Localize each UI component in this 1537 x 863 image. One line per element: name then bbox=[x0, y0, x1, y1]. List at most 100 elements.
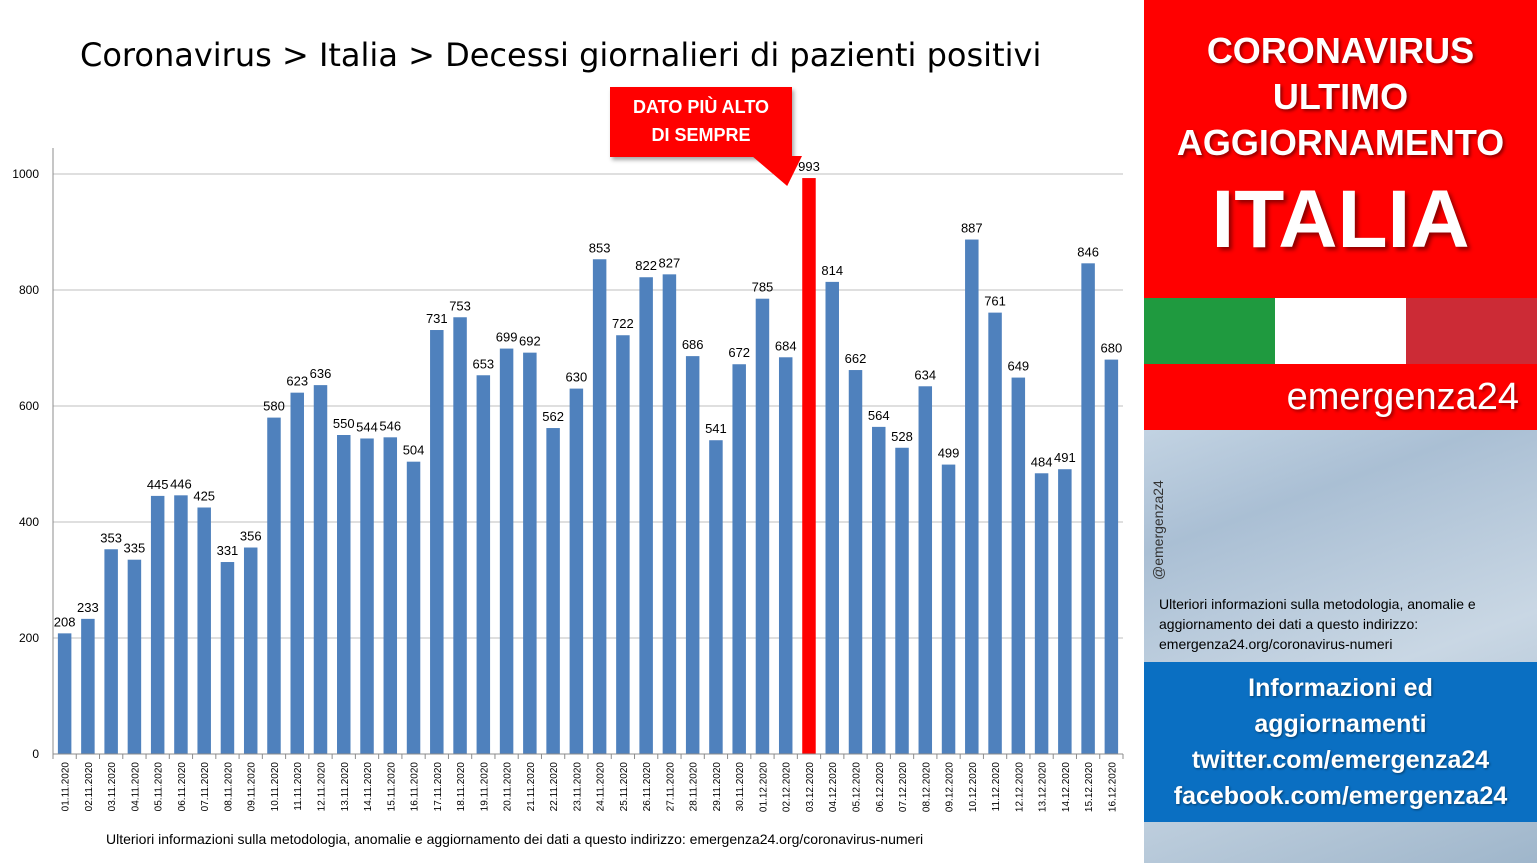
x-tick-label: 26.11.2020 bbox=[642, 762, 653, 812]
social-line-2: aggiornamenti bbox=[1254, 710, 1427, 738]
y-tick-label: 0 bbox=[32, 747, 39, 761]
data-label: 653 bbox=[472, 356, 494, 371]
data-label: 331 bbox=[217, 543, 239, 558]
y-tick-label: 800 bbox=[19, 283, 39, 297]
data-label: 761 bbox=[984, 294, 1006, 309]
x-tick-label: 11.12.2020 bbox=[991, 762, 1002, 812]
panel-heading-2: ULTIMO bbox=[1272, 76, 1409, 117]
x-tick-label: 02.12.2020 bbox=[782, 762, 793, 812]
bar-highlight bbox=[802, 178, 816, 754]
x-tick-label: 04.11.2020 bbox=[130, 762, 141, 812]
bar bbox=[406, 461, 421, 754]
bar bbox=[616, 335, 630, 754]
bar bbox=[918, 386, 933, 754]
data-label: 722 bbox=[612, 316, 634, 331]
bar bbox=[1104, 359, 1119, 754]
data-label: 827 bbox=[659, 255, 681, 270]
data-label: 814 bbox=[821, 263, 843, 278]
data-label: 564 bbox=[868, 408, 890, 423]
panel-country: ITALIA bbox=[1211, 174, 1470, 265]
bar bbox=[476, 375, 491, 754]
methodology-note: Ulteriori informazioni sulla metodologia… bbox=[106, 831, 924, 847]
y-tick-label: 400 bbox=[19, 515, 39, 529]
bar bbox=[848, 370, 863, 754]
x-tick-label: 19.11.2020 bbox=[479, 762, 490, 812]
bar bbox=[430, 330, 444, 754]
x-tick-label: 07.12.2020 bbox=[898, 762, 909, 812]
y-tick-label: 200 bbox=[19, 631, 39, 645]
bar bbox=[220, 562, 235, 754]
bar bbox=[592, 259, 607, 754]
bar bbox=[941, 464, 956, 754]
x-tick-label: 01.11.2020 bbox=[61, 762, 72, 812]
data-label: 544 bbox=[356, 419, 378, 434]
x-tick-label: 05.12.2020 bbox=[852, 762, 863, 812]
italian-flag bbox=[1144, 298, 1537, 364]
data-label: 636 bbox=[310, 366, 332, 381]
data-label: 699 bbox=[496, 330, 518, 345]
flag-red bbox=[1406, 298, 1537, 364]
bar bbox=[1081, 263, 1095, 754]
bar bbox=[81, 618, 95, 754]
x-tick-label: 14.12.2020 bbox=[1061, 762, 1072, 812]
x-tick-label: 27.11.2020 bbox=[665, 762, 676, 812]
data-label: 499 bbox=[938, 446, 960, 461]
bar bbox=[988, 312, 1002, 754]
bar bbox=[569, 388, 584, 754]
bar bbox=[313, 385, 328, 754]
bar bbox=[243, 547, 258, 754]
data-label: 623 bbox=[286, 374, 308, 389]
x-tick-label: 28.11.2020 bbox=[689, 762, 700, 812]
panel-header: CORONAVIRUS ULTIMO AGGIORNAMENTO ITALIA bbox=[1144, 0, 1537, 298]
facebook-link[interactable]: facebook.com/emergenza24 bbox=[1173, 782, 1508, 810]
bar bbox=[1058, 469, 1072, 754]
x-tick-label: 05.11.2020 bbox=[154, 762, 165, 812]
callout-line-1: DATO PIÙ ALTO bbox=[632, 97, 769, 117]
flag-white bbox=[1275, 298, 1406, 364]
flag-green bbox=[1144, 298, 1275, 364]
x-tick-label: 29.11.2020 bbox=[712, 762, 723, 812]
panel-heading-3: AGGIORNAMENTO bbox=[1176, 122, 1505, 163]
bar bbox=[57, 633, 72, 754]
x-tick-label: 16.12.2020 bbox=[1107, 762, 1118, 812]
data-label: 484 bbox=[1031, 454, 1053, 469]
bar bbox=[453, 317, 467, 754]
x-tick-label: 10.11.2020 bbox=[270, 762, 281, 812]
bar bbox=[174, 495, 188, 754]
data-label: 846 bbox=[1077, 244, 1099, 259]
bar bbox=[337, 435, 351, 754]
data-label: 580 bbox=[263, 399, 285, 414]
chart-title: Coronavirus > Italia > Decessi giornalie… bbox=[80, 36, 1042, 74]
callout-line-2: DI SEMPRE bbox=[651, 125, 751, 145]
x-tick-label: 08.12.2020 bbox=[921, 762, 932, 812]
bar bbox=[1034, 473, 1049, 754]
panel-info-text: Ulteriori informazioni sulla metodologia… bbox=[1159, 596, 1476, 652]
data-label: 692 bbox=[519, 334, 541, 349]
data-label: 662 bbox=[845, 351, 867, 366]
bar bbox=[965, 239, 979, 755]
data-label: 353 bbox=[100, 530, 122, 545]
data-label: 233 bbox=[77, 600, 99, 615]
data-label: 684 bbox=[775, 338, 797, 353]
y-tick-label: 600 bbox=[19, 399, 39, 413]
data-label: 425 bbox=[193, 489, 215, 504]
x-tick-label: 09.12.2020 bbox=[945, 762, 956, 812]
data-label: 887 bbox=[961, 221, 983, 236]
data-label: 853 bbox=[589, 240, 611, 255]
x-tick-label: 06.12.2020 bbox=[875, 762, 886, 812]
x-tick-label: 11.11.2020 bbox=[293, 762, 304, 811]
x-tick-label: 13.11.2020 bbox=[340, 762, 351, 812]
panel-heading-1: CORONAVIRUS bbox=[1206, 30, 1475, 71]
x-tick-label: 25.11.2020 bbox=[619, 762, 630, 812]
twitter-link[interactable]: twitter.com/emergenza24 bbox=[1191, 746, 1490, 774]
x-tick-label: 21.11.2020 bbox=[526, 762, 537, 812]
data-label: 356 bbox=[240, 529, 262, 544]
bar bbox=[778, 357, 793, 754]
x-tick-label: 02.11.2020 bbox=[84, 762, 95, 812]
y-tick-label: 1000 bbox=[12, 167, 39, 181]
x-tick-label: 22.11.2020 bbox=[549, 762, 560, 812]
bar bbox=[150, 495, 165, 754]
x-tick-label: 15.11.2020 bbox=[386, 762, 397, 812]
x-tick-label: 20.11.2020 bbox=[503, 762, 514, 812]
